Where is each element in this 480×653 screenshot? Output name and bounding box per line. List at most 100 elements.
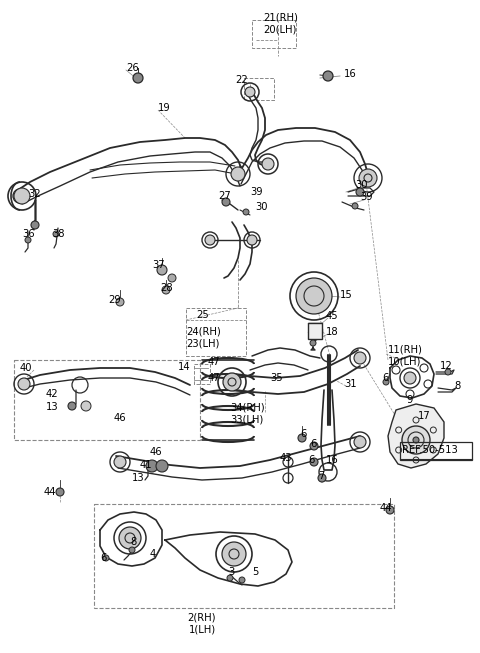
Circle shape (18, 378, 30, 390)
Text: 18: 18 (326, 327, 338, 337)
Text: 46: 46 (114, 413, 127, 423)
Text: 8: 8 (454, 381, 460, 391)
Text: 34(RH): 34(RH) (230, 403, 264, 413)
Text: 42: 42 (46, 389, 59, 399)
Circle shape (262, 158, 274, 170)
Text: 32: 32 (28, 189, 41, 199)
Circle shape (162, 286, 170, 294)
Text: 16: 16 (344, 69, 357, 79)
Bar (400, 442, 472, 460)
Circle shape (383, 379, 389, 385)
Circle shape (53, 231, 59, 237)
Circle shape (168, 274, 176, 282)
Text: 1(LH): 1(LH) (189, 625, 216, 635)
Circle shape (16, 192, 24, 200)
Text: 8: 8 (130, 537, 136, 547)
Text: 28: 28 (160, 283, 173, 293)
Text: 11(RH): 11(RH) (388, 345, 423, 355)
Circle shape (243, 209, 249, 215)
Text: 43: 43 (280, 453, 292, 463)
Text: 14: 14 (178, 362, 191, 372)
Text: 10(LH): 10(LH) (388, 357, 421, 367)
Circle shape (157, 265, 167, 275)
Text: 26: 26 (126, 63, 139, 73)
Circle shape (81, 401, 91, 411)
Text: 13: 13 (132, 473, 144, 483)
Bar (94, 504, 394, 608)
Text: 38: 38 (52, 229, 64, 239)
Circle shape (310, 458, 318, 466)
Bar (194, 364, 210, 384)
Circle shape (413, 437, 419, 443)
Bar (308, 323, 322, 339)
Text: 9: 9 (406, 395, 412, 405)
Text: 6: 6 (382, 373, 388, 383)
Circle shape (116, 298, 124, 306)
Text: 45: 45 (326, 311, 338, 321)
Text: 29: 29 (108, 295, 121, 305)
Text: 6: 6 (100, 553, 107, 563)
Bar (14, 360, 200, 440)
Circle shape (404, 372, 416, 384)
Circle shape (245, 87, 255, 97)
Text: 25: 25 (196, 310, 209, 320)
Text: 4: 4 (150, 549, 156, 559)
Text: 17: 17 (418, 411, 431, 421)
Text: 35: 35 (270, 373, 283, 383)
Text: 2(RH): 2(RH) (188, 613, 216, 623)
Circle shape (318, 474, 326, 482)
Text: 31: 31 (344, 379, 357, 389)
Circle shape (247, 235, 257, 245)
Text: REF.50-513: REF.50-513 (402, 445, 458, 455)
Circle shape (68, 402, 76, 410)
Text: 6: 6 (300, 429, 306, 439)
Circle shape (56, 488, 64, 496)
Circle shape (323, 71, 333, 81)
Text: 46: 46 (150, 447, 163, 457)
Circle shape (296, 278, 332, 314)
Circle shape (205, 235, 215, 245)
Circle shape (156, 460, 168, 472)
Circle shape (352, 203, 358, 209)
Text: 15: 15 (340, 290, 353, 300)
Circle shape (222, 542, 246, 566)
Circle shape (354, 436, 366, 448)
Text: 6: 6 (308, 455, 314, 465)
Circle shape (31, 221, 39, 229)
Text: 3: 3 (228, 567, 234, 577)
Text: 44: 44 (44, 487, 57, 497)
Circle shape (298, 434, 306, 442)
Text: 39: 39 (360, 192, 372, 202)
Bar (244, 78, 274, 100)
Text: 27: 27 (218, 191, 231, 201)
Text: 7: 7 (318, 471, 324, 481)
Circle shape (445, 369, 451, 375)
Text: 20(LH): 20(LH) (263, 25, 296, 35)
Text: 19: 19 (158, 103, 171, 113)
Circle shape (146, 460, 158, 472)
Circle shape (402, 426, 430, 454)
Circle shape (129, 547, 135, 553)
Circle shape (114, 456, 126, 468)
Text: 30: 30 (355, 180, 368, 190)
Text: 6: 6 (310, 439, 316, 449)
Text: 5: 5 (252, 567, 258, 577)
Text: 30: 30 (255, 202, 267, 212)
Circle shape (359, 169, 377, 187)
Polygon shape (388, 404, 444, 468)
Text: 39: 39 (250, 187, 263, 197)
Circle shape (356, 188, 364, 196)
Circle shape (231, 167, 245, 181)
Text: 41: 41 (140, 460, 153, 470)
Text: 24(RH): 24(RH) (186, 327, 221, 337)
Circle shape (14, 188, 30, 204)
Text: 47: 47 (208, 373, 221, 383)
Text: 36: 36 (22, 229, 35, 239)
Circle shape (133, 73, 143, 83)
Text: 37: 37 (152, 260, 165, 270)
Circle shape (310, 442, 318, 450)
Bar (186, 308, 246, 356)
Circle shape (25, 237, 31, 243)
Circle shape (227, 575, 233, 581)
Circle shape (119, 527, 141, 549)
